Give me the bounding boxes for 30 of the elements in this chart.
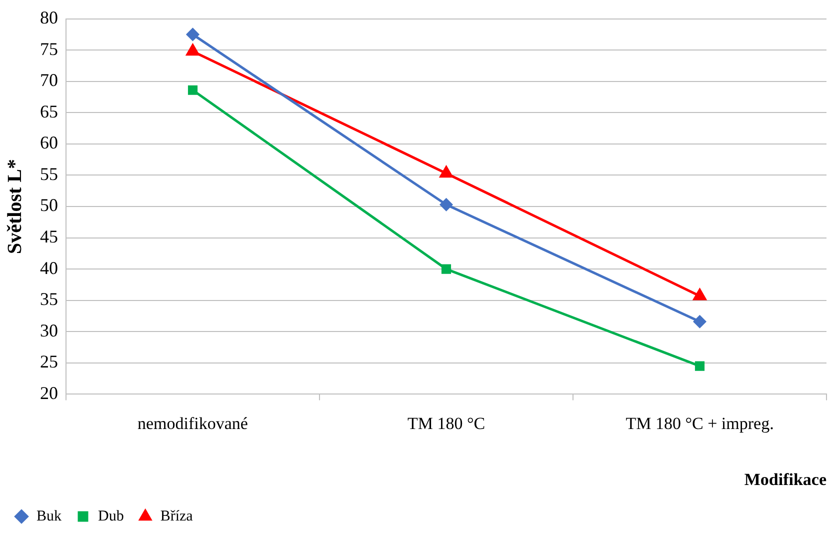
y-tick-label: 70 <box>40 70 58 90</box>
point <box>693 288 706 300</box>
y-tick-label: 80 <box>40 8 58 28</box>
legend-label: Bříza <box>160 508 194 524</box>
y-tick-label: 60 <box>40 132 58 153</box>
y-tick-label: 45 <box>40 226 58 247</box>
y-tick-label: 75 <box>40 38 58 59</box>
point <box>694 361 705 371</box>
y-tick-label: 35 <box>40 289 58 310</box>
point <box>440 166 453 178</box>
point <box>186 44 200 56</box>
point <box>441 264 452 274</box>
x-tick-label: TM 180 °C + impreg. <box>626 414 774 433</box>
point <box>188 85 198 95</box>
y-tick-label: 65 <box>40 101 58 122</box>
y-tick-label: 55 <box>40 164 58 184</box>
y-tick-label: 40 <box>40 258 58 278</box>
y-tick-label: 20 <box>40 382 58 403</box>
point <box>440 198 452 211</box>
legend-label: Dub <box>98 508 124 524</box>
x-axis-title: Modifikace <box>744 470 827 490</box>
x-tick-label: TM 180 °C <box>407 414 486 433</box>
y-tick-label: 30 <box>40 320 58 340</box>
y-tick-label: 25 <box>40 352 58 372</box>
y-axis-title: Světlost L* <box>4 159 26 254</box>
y-tick-label: 50 <box>40 195 58 216</box>
point <box>186 28 199 41</box>
point <box>694 315 706 328</box>
legend-label: Buk <box>36 508 62 524</box>
x-tick-label: nemodifikované <box>138 414 248 433</box>
